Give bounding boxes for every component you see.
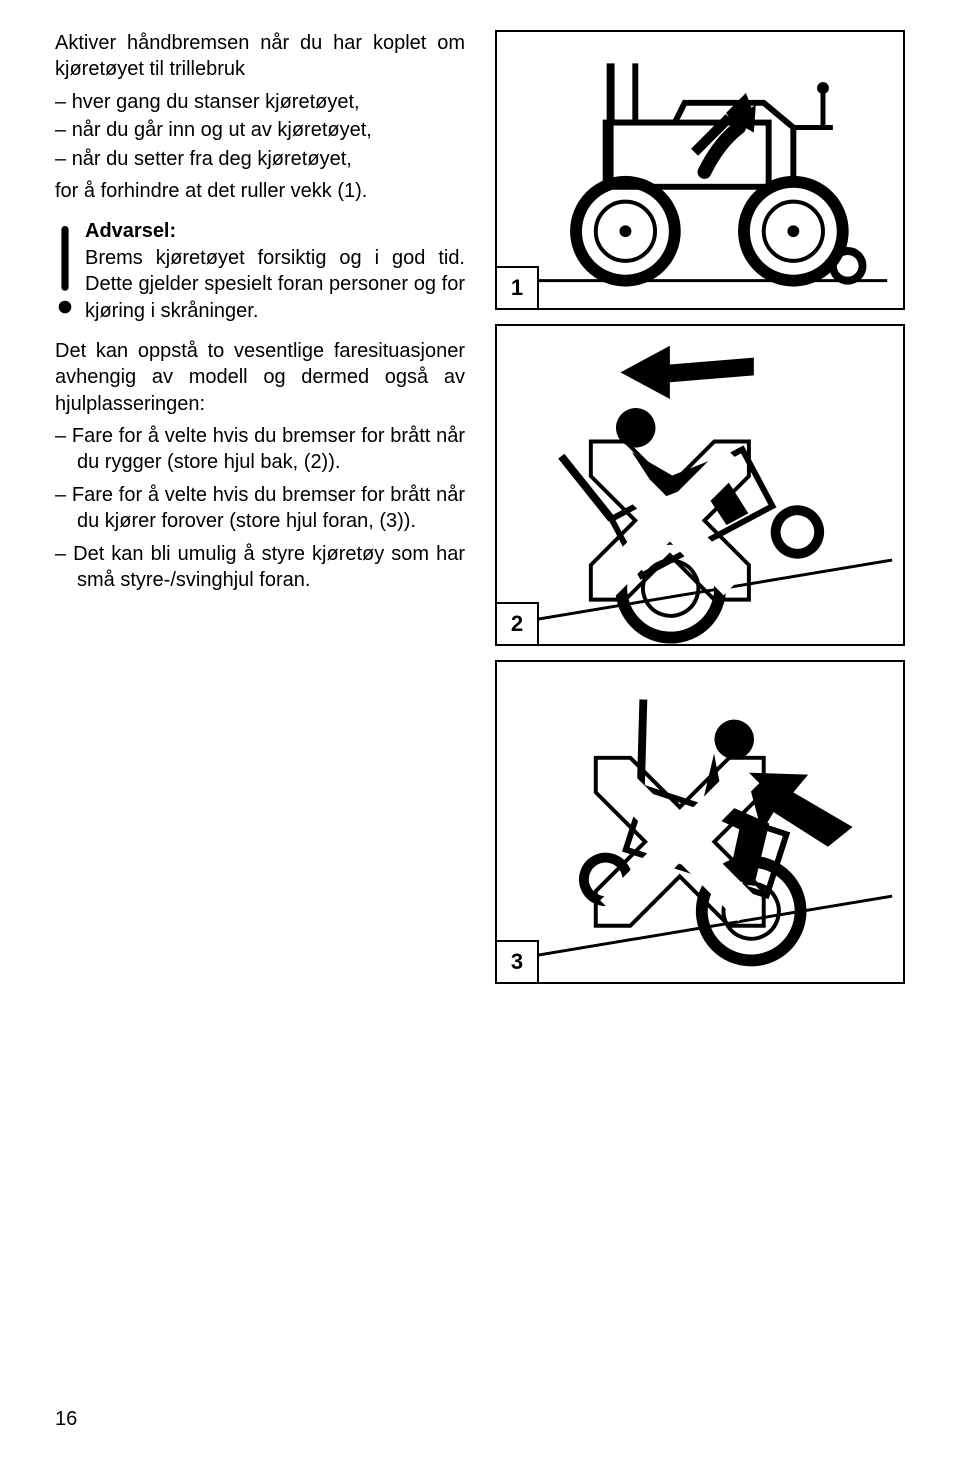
- warning-block: Advarsel: Brems kjøretøyet forsiktig og …: [55, 218, 465, 324]
- wheelchair-tip-forward-illustration: [497, 662, 903, 982]
- text-column: Aktiver håndbremsen når du har koplet om…: [55, 30, 465, 984]
- list-item: når du setter fra deg kjøretøyet,: [55, 146, 465, 172]
- figure-3: 3: [495, 660, 905, 984]
- after-list-text: for å forhindre at det ruller vekk (1).: [55, 178, 465, 204]
- exclamation-icon: [55, 218, 75, 324]
- hazard-list: Fare for å velte hvis du bremser for brå…: [55, 423, 465, 593]
- page-number: 16: [55, 1408, 77, 1431]
- warning-body: Brems kjøretøyet forsiktig og i god tid.…: [85, 247, 465, 322]
- figure-column: 1: [495, 30, 905, 984]
- figure-2: 2: [495, 324, 905, 646]
- list-item: Fare for å velte hvis du bremser for brå…: [55, 423, 465, 476]
- wheelchair-brake-illustration: [497, 32, 903, 308]
- list-item: hver gang du stanser kjøretøyet,: [55, 89, 465, 115]
- wheelchair-tip-back-illustration: [497, 326, 903, 644]
- figure-label: 3: [495, 940, 539, 984]
- list-item: Det kan bli umulig å styre kjøretøy som …: [55, 541, 465, 594]
- list-item: når du går inn og ut av kjøretøyet,: [55, 117, 465, 143]
- figure-1: 1: [495, 30, 905, 310]
- list-item: Fare for å velte hvis du bremser for brå…: [55, 482, 465, 535]
- paragraph-text: Det kan oppstå to vesentlige faresituasj…: [55, 338, 465, 417]
- intro-list: hver gang du stanser kjøretøyet, når du …: [55, 89, 465, 172]
- intro-text: Aktiver håndbremsen når du har koplet om…: [55, 30, 465, 83]
- warning-heading: Advarsel:: [85, 220, 176, 242]
- figure-label: 1: [495, 266, 539, 310]
- figure-label: 2: [495, 602, 539, 646]
- warning-text: Advarsel: Brems kjøretøyet forsiktig og …: [85, 218, 465, 324]
